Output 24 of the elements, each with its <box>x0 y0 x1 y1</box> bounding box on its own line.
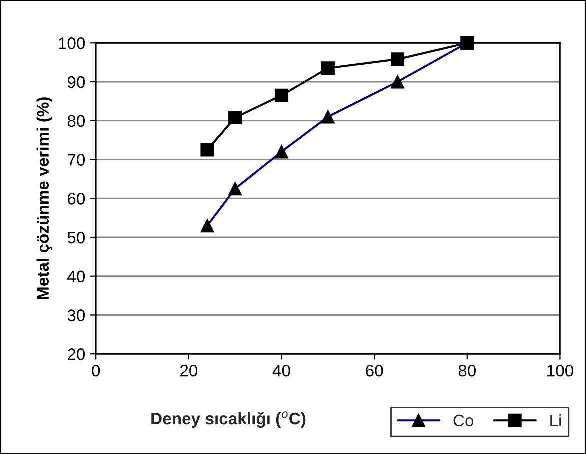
y-tick-label: 70 <box>68 154 86 166</box>
point <box>228 111 242 125</box>
legend-label: Li <box>550 414 562 426</box>
y-tick-label: 40 <box>68 270 86 283</box>
legend-label: Co <box>454 414 474 427</box>
x-axis-title: Deney sıcaklığı ($^{o}$C) <box>152 412 306 428</box>
x-tick-label: 100 <box>548 364 574 377</box>
x-tick-label: 40 <box>272 364 290 377</box>
x-tick-label: 20 <box>180 364 198 377</box>
point <box>321 62 335 76</box>
y-tick-label: 90 <box>68 76 86 88</box>
y-tick-label: 80 <box>68 115 86 128</box>
y-tick-label: 60 <box>68 193 86 205</box>
y-axis-title: Metal çözünme verimi (%) <box>36 98 52 300</box>
x-tick-label: 80 <box>458 364 476 377</box>
y-tick-label: 50 <box>68 232 86 244</box>
point <box>274 88 289 102</box>
point <box>200 143 214 157</box>
y-tick-label: 30 <box>68 310 86 322</box>
x-tick-label: 0 <box>92 364 100 377</box>
y-tick-label: 100 <box>59 38 86 50</box>
point <box>391 52 405 66</box>
x-tick-label: 60 <box>366 364 384 377</box>
y-tick-label: 20 <box>68 348 86 360</box>
